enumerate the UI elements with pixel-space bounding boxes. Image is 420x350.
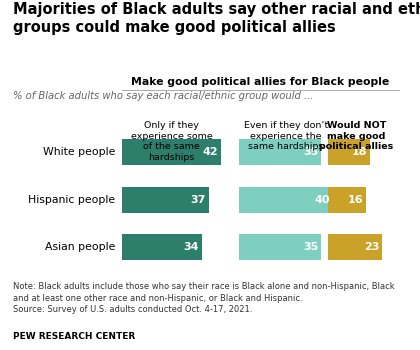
Text: Even if they don’t
experience the
same hardships: Even if they don’t experience the same h… <box>244 121 328 151</box>
Text: Make good political allies for Black people: Make good political allies for Black peo… <box>131 77 389 88</box>
Text: 35: 35 <box>303 147 318 157</box>
Text: 34: 34 <box>184 242 199 252</box>
Text: 35: 35 <box>303 242 318 252</box>
Text: White people: White people <box>43 147 115 157</box>
Bar <box>328 139 370 165</box>
Text: % of Black adults who say each racial/ethnic group would ...: % of Black adults who say each racial/et… <box>13 91 313 101</box>
Text: 23: 23 <box>364 242 379 252</box>
Bar <box>239 139 321 165</box>
Text: Hispanic people: Hispanic people <box>28 195 115 204</box>
Bar <box>122 187 209 212</box>
Text: 18: 18 <box>352 147 368 157</box>
Text: Majorities of Black adults say other racial and ethnic
groups could make good po: Majorities of Black adults say other rac… <box>13 2 420 35</box>
Bar <box>122 139 220 165</box>
Text: 37: 37 <box>191 195 206 204</box>
Text: Would NOT
make good
political allies: Would NOT make good political allies <box>319 121 394 151</box>
Bar <box>239 234 321 260</box>
Text: Note: Black adults include those who say their race is Black alone and non-Hispa: Note: Black adults include those who say… <box>13 282 394 314</box>
Bar <box>328 187 366 212</box>
Text: 40: 40 <box>315 195 330 204</box>
Text: PEW RESEARCH CENTER: PEW RESEARCH CENTER <box>13 332 135 341</box>
Text: 16: 16 <box>347 195 363 204</box>
Text: 42: 42 <box>202 147 218 157</box>
Text: Only if they
experience some
of the same
hardships: Only if they experience some of the same… <box>131 121 213 162</box>
Bar <box>122 234 202 260</box>
Bar <box>239 187 333 212</box>
Bar <box>328 234 382 260</box>
Text: Asian people: Asian people <box>45 242 115 252</box>
